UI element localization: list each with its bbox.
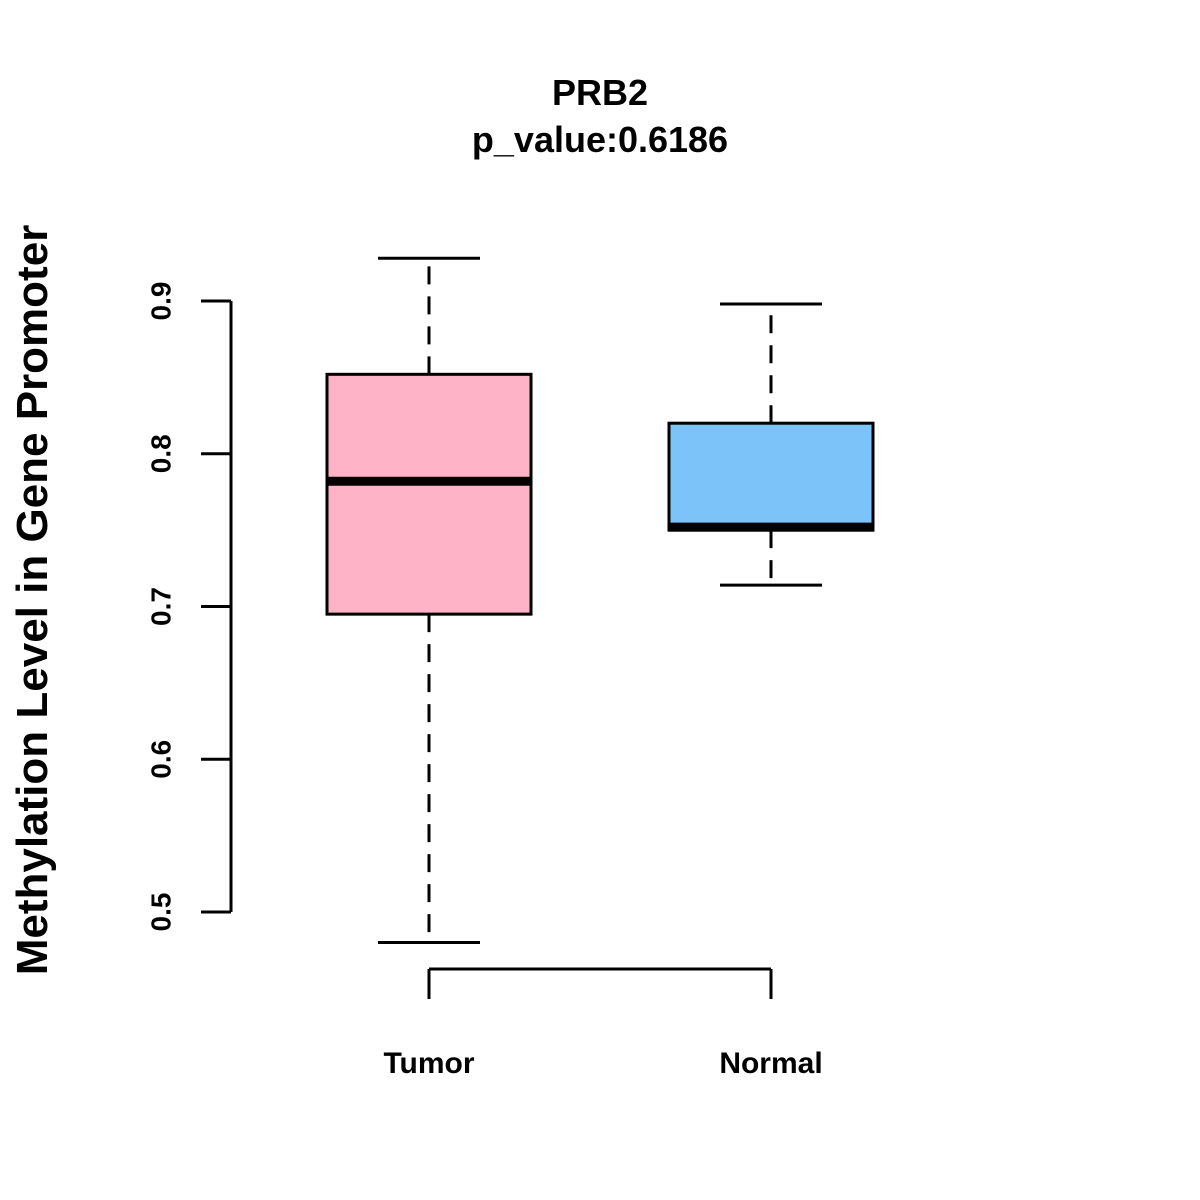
box-body xyxy=(325,372,533,616)
y-axis: 0.5 0.6 0.7 0.8 0.9 xyxy=(146,282,233,932)
x-tick-label-normal: Normal xyxy=(719,1047,822,1080)
chart-subtitle: p_value:0.6186 xyxy=(472,119,728,160)
box-normal xyxy=(667,302,875,587)
y-tick-label: 0.9 xyxy=(146,282,177,321)
y-tick-label: 0.5 xyxy=(146,893,177,932)
x-axis: Tumor Normal xyxy=(383,967,823,1080)
y-axis-label: Methylation Level in Gene Promoter xyxy=(8,225,57,976)
y-tick-label: 0.8 xyxy=(146,434,177,473)
box-body xyxy=(667,421,875,532)
boxes-group xyxy=(325,256,875,945)
x-tick-label-tumor: Tumor xyxy=(383,1047,474,1080)
chart-title: PRB2 xyxy=(552,72,648,113)
box-tumor xyxy=(325,256,533,945)
y-tick-label: 0.7 xyxy=(146,587,177,626)
y-tick-label: 0.6 xyxy=(146,740,177,779)
